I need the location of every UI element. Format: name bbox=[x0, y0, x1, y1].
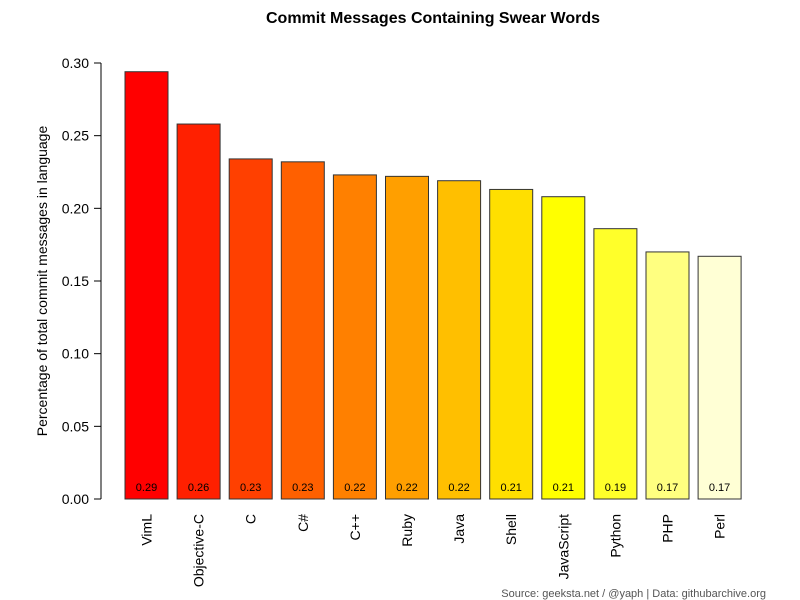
bar-ruby bbox=[385, 175, 429, 500]
bar-value-label: 0.29 bbox=[136, 482, 157, 494]
bar-value-label: 0.22 bbox=[448, 482, 469, 494]
bar-value-label: 0.22 bbox=[396, 482, 417, 494]
y-tick-label: 0.25 bbox=[62, 128, 89, 144]
x-tick-label: JavaScript bbox=[555, 514, 571, 579]
bar-value-label: 0.19 bbox=[605, 482, 626, 494]
x-tick-label: Ruby bbox=[399, 514, 415, 547]
bars: 0.29 0.26 0.23 0.23 0.22 0.22 0.22 0.21 0.21 0.19… bbox=[124, 71, 742, 500]
x-tick-label: C bbox=[243, 514, 259, 524]
y-tick-label: 0.00 bbox=[62, 491, 89, 507]
bar-value-label: 0.21 bbox=[500, 482, 521, 494]
bar-php bbox=[645, 251, 690, 500]
bar-python bbox=[593, 228, 638, 500]
x-tick-label: VimL bbox=[139, 514, 155, 546]
x-tick-label: Perl bbox=[712, 514, 728, 539]
x-tick-label: Objective-C bbox=[191, 514, 207, 587]
bar-value-label: 0.17 bbox=[657, 482, 678, 494]
bar-java bbox=[437, 180, 482, 500]
y-tick-label: 0.10 bbox=[62, 346, 89, 362]
chart-title: Commit Messages Containing Swear Words bbox=[266, 10, 600, 27]
x-tick-label: Java bbox=[451, 514, 467, 544]
x-tick-label: C++ bbox=[347, 514, 363, 540]
bar-value-label: 0.21 bbox=[553, 482, 574, 494]
bar-viml bbox=[124, 71, 169, 500]
x-axis-labels: VimL Objective-C C C# C++ Ruby Java Shell JavaSc… bbox=[139, 514, 728, 587]
bar-objective-c bbox=[176, 123, 221, 500]
y-axis: 0.00 0.05 0.10 0.15 0.20 0.25 0.30 bbox=[62, 55, 102, 507]
bar-javascript bbox=[541, 196, 586, 500]
bar-shell bbox=[489, 188, 534, 500]
x-tick-label: Python bbox=[607, 514, 623, 558]
bar-c bbox=[228, 158, 273, 500]
bar-value-label: 0.17 bbox=[709, 482, 730, 494]
bar-value-label: 0.26 bbox=[188, 482, 209, 494]
bar-c- bbox=[332, 174, 377, 500]
bar-value-label: 0.23 bbox=[292, 482, 313, 494]
y-tick-label: 0.30 bbox=[62, 55, 89, 71]
bar-value-label: 0.23 bbox=[240, 482, 261, 494]
bar-c- bbox=[280, 161, 325, 500]
y-tick-label: 0.15 bbox=[62, 273, 89, 289]
y-tick-label: 0.05 bbox=[62, 418, 89, 434]
x-tick-label: C# bbox=[295, 514, 311, 532]
y-tick-label: 0.20 bbox=[62, 200, 89, 216]
x-tick-label: PHP bbox=[660, 514, 676, 543]
bar-perl bbox=[697, 255, 742, 500]
bar-value-label: 0.22 bbox=[344, 482, 365, 494]
source-note: Source: geeksta.net / @yaph | Data: gith… bbox=[501, 588, 766, 600]
y-axis-label: Percentage of total commit messages in l… bbox=[34, 126, 50, 437]
x-tick-label: Shell bbox=[503, 514, 519, 545]
